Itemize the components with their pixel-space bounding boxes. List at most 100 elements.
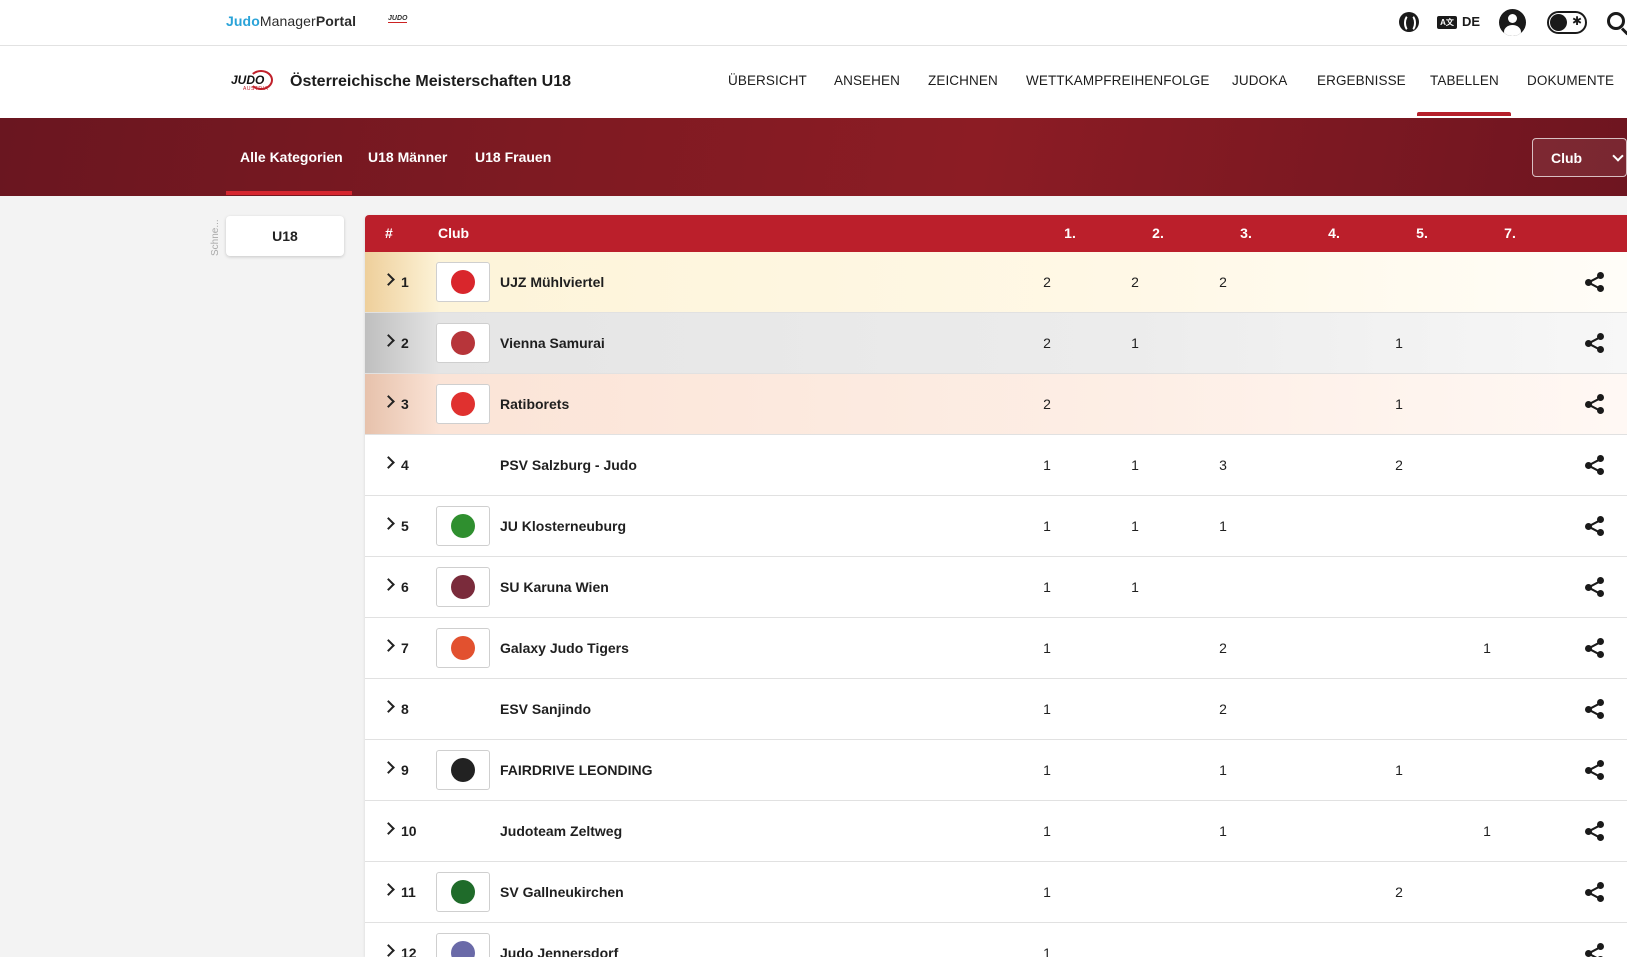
share-icon[interactable] <box>1585 882 1605 902</box>
club-logo <box>436 323 490 363</box>
table-row[interactable]: 1 UJZ Mühlviertel 2 2 2 <box>365 252 1627 313</box>
share-icon[interactable] <box>1585 455 1605 475</box>
theme-toggle[interactable] <box>1547 11 1587 34</box>
sidebar-vertical-label: Schne... <box>210 219 221 256</box>
share-icon[interactable] <box>1585 638 1605 658</box>
portal-brand[interactable]: JudoManagerPortal <box>226 13 356 29</box>
table-row[interactable]: 4 PSV Salzburg - Judo 1 1 3 2 <box>365 435 1627 496</box>
share-icon[interactable] <box>1585 272 1605 292</box>
club-name[interactable]: Judoteam Zeltweg <box>500 823 623 839</box>
chevron-right-icon[interactable] <box>382 517 395 530</box>
club-name[interactable]: PSV Salzburg - Judo <box>500 457 637 473</box>
table-row[interactable]: 8 ESV Sanjindo 1 2 <box>365 679 1627 740</box>
medal-count-p2: 1 <box>1131 335 1139 351</box>
grouping-select[interactable]: Club <box>1532 138 1627 177</box>
club-logo-emblem <box>451 392 475 416</box>
medal-count-p1: 1 <box>1043 701 1051 717</box>
table-row[interactable]: 2 Vienna Samurai 2 1 1 <box>365 313 1627 374</box>
nav-ansehen[interactable]: ANSEHEN <box>834 73 900 88</box>
nav-ergebnisse[interactable]: ERGEBNISSE <box>1317 73 1406 88</box>
share-icon[interactable] <box>1585 516 1605 536</box>
chevron-right-icon[interactable] <box>382 334 395 347</box>
tab-u18-frauen[interactable]: U18 Frauen <box>475 149 552 165</box>
nav-dokumente[interactable]: DOKUMENTE <box>1527 73 1615 88</box>
medal-count-p1: 1 <box>1043 884 1051 900</box>
header-place-7[interactable]: 7. <box>1504 225 1516 241</box>
club-name[interactable]: UJZ Mühlviertel <box>500 274 605 290</box>
header-rank: # <box>385 225 393 241</box>
medal-count-p3: 2 <box>1219 701 1227 717</box>
chevron-right-icon[interactable] <box>382 883 395 896</box>
share-icon[interactable] <box>1585 943 1605 957</box>
medal-count-p3: 2 <box>1219 274 1227 290</box>
medal-count-p3: 2 <box>1219 640 1227 656</box>
header-place-4[interactable]: 4. <box>1328 225 1340 241</box>
federation-mini-logo: JUDO <box>388 15 408 23</box>
club-name[interactable]: SU Karuna Wien <box>500 579 609 595</box>
row-rank: 9 <box>401 762 409 778</box>
table-row[interactable]: 12 Judo Jennersdorf 1 <box>365 923 1627 957</box>
chevron-right-icon[interactable] <box>382 456 395 469</box>
header-place-2[interactable]: 2. <box>1152 225 1164 241</box>
table-row[interactable]: 11 SV Gallneukirchen 1 2 <box>365 862 1627 923</box>
club-name[interactable]: JU Klosterneuburg <box>500 518 627 534</box>
tab-alle-kategorien[interactable]: Alle Kategorien <box>240 149 343 165</box>
chevron-right-icon[interactable] <box>382 395 395 408</box>
medal-count-p1: 1 <box>1043 823 1051 839</box>
club-name[interactable]: Ratiborets <box>500 396 570 412</box>
chevron-right-icon[interactable] <box>382 944 395 957</box>
medal-count-p7: 1 <box>1483 823 1491 839</box>
search-icon[interactable] <box>1607 12 1625 30</box>
header-place-3[interactable]: 3. <box>1240 225 1252 241</box>
nav-wettkampfreihenfolge[interactable]: WETTKAMPFREIHENFOLGE <box>1026 73 1210 88</box>
medal-count-p3: 1 <box>1219 762 1227 778</box>
medal-count-p2: 1 <box>1131 518 1139 534</box>
table-row[interactable]: 9 FAIRDRIVE LEONDING 1 1 1 <box>365 740 1627 801</box>
share-icon[interactable] <box>1585 577 1605 597</box>
table-row[interactable]: 10 Judoteam Zeltweg 1 1 1 <box>365 801 1627 862</box>
header-club[interactable]: Club <box>438 225 470 241</box>
share-icon[interactable] <box>1585 333 1605 353</box>
club-name[interactable]: SV Gallneukirchen <box>500 884 624 900</box>
active-nav-indicator <box>1417 112 1511 116</box>
translate-icon[interactable]: A文 <box>1437 16 1457 29</box>
user-account-icon[interactable] <box>1499 9 1526 36</box>
nav-zeichnen[interactable]: ZEICHNEN <box>928 73 998 88</box>
tab-u18-maenner[interactable]: U18 Männer <box>368 149 448 165</box>
share-icon[interactable] <box>1585 699 1605 719</box>
table-row[interactable]: 5 JU Klosterneuburg 1 1 1 <box>365 496 1627 557</box>
chevron-right-icon[interactable] <box>382 700 395 713</box>
medal-count-p5: 2 <box>1395 457 1403 473</box>
medal-count-p1: 1 <box>1043 945 1051 957</box>
age-group-chip[interactable]: U18 <box>226 216 344 256</box>
club-name[interactable]: ESV Sanjindo <box>500 701 592 717</box>
share-icon[interactable] <box>1585 821 1605 841</box>
header-place-5[interactable]: 5. <box>1416 225 1428 241</box>
nav-tabellen[interactable]: TABELLEN <box>1430 73 1499 88</box>
language-selector[interactable]: DE <box>1462 14 1481 29</box>
row-rank: 5 <box>401 518 409 534</box>
table-row[interactable]: 6 SU Karuna Wien 1 1 <box>365 557 1627 618</box>
chevron-right-icon[interactable] <box>382 822 395 835</box>
club-logo <box>436 628 490 668</box>
share-icon[interactable] <box>1585 760 1605 780</box>
club-name[interactable]: FAIRDRIVE LEONDING <box>500 762 653 778</box>
club-name[interactable]: Galaxy Judo Tigers <box>500 640 629 656</box>
nav-uebersicht[interactable]: ÜBERSICHT <box>728 73 807 88</box>
club-name[interactable]: Judo Jennersdorf <box>500 945 619 957</box>
table-row[interactable]: 7 Galaxy Judo Tigers 1 2 1 <box>365 618 1627 679</box>
medal-count-p5: 2 <box>1395 884 1403 900</box>
medal-count-p2: 1 <box>1131 457 1139 473</box>
chevron-right-icon[interactable] <box>382 639 395 652</box>
table-row[interactable]: 3 Ratiborets 2 1 <box>365 374 1627 435</box>
chevron-right-icon[interactable] <box>382 761 395 774</box>
row-rank: 4 <box>401 457 409 473</box>
globe-icon[interactable] <box>1399 12 1419 32</box>
chevron-right-icon[interactable] <box>382 578 395 591</box>
nav-judoka[interactable]: JUDOKA <box>1232 73 1288 88</box>
logo-ring <box>249 70 273 90</box>
club-name[interactable]: Vienna Samurai <box>500 335 605 351</box>
header-place-1[interactable]: 1. <box>1064 225 1076 241</box>
chevron-right-icon[interactable] <box>382 273 395 286</box>
share-icon[interactable] <box>1585 394 1605 414</box>
